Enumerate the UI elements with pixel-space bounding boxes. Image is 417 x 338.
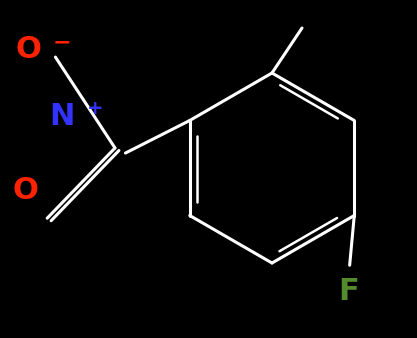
Text: O: O	[13, 176, 39, 206]
Text: F: F	[338, 277, 359, 306]
Text: −: −	[53, 32, 71, 52]
Text: O: O	[15, 34, 41, 64]
Text: +: +	[87, 99, 103, 118]
Text: N: N	[49, 102, 74, 131]
